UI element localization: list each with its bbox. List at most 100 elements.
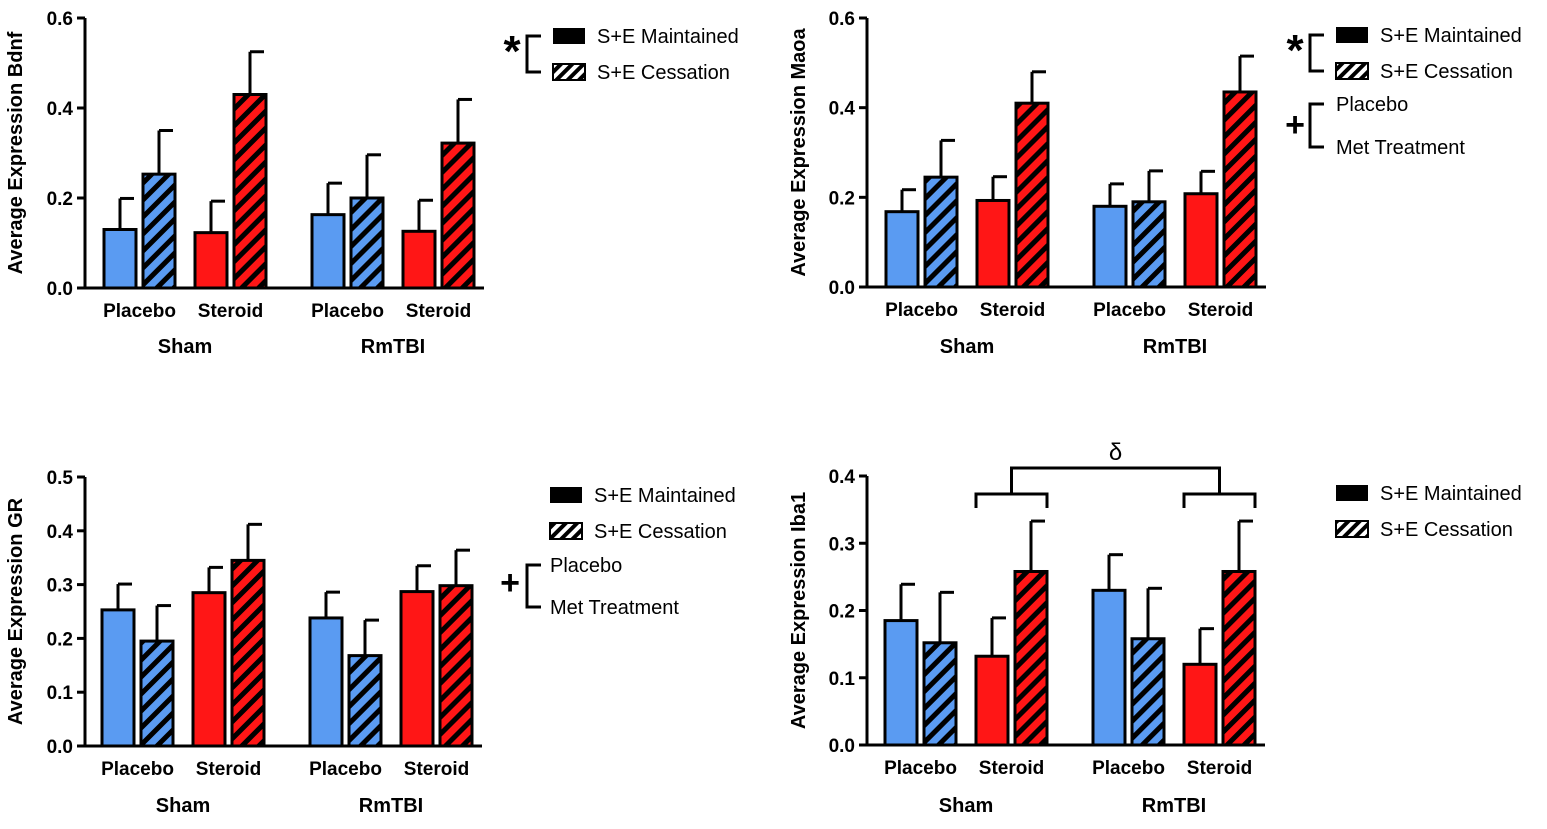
bar-maintained-steroid-sham bbox=[975, 198, 1011, 289]
y-axis-label: Average Expression Maoa bbox=[788, 28, 810, 277]
legend-label: S+E Cessation bbox=[1380, 519, 1513, 541]
group-label: RmTBI bbox=[359, 795, 423, 817]
legend-label: S+E Maintained bbox=[1380, 25, 1522, 47]
bar-maintained-placebo-rmtbi bbox=[1091, 588, 1127, 747]
x-tick-label: Placebo bbox=[1093, 300, 1166, 321]
group-label: RmTBI bbox=[361, 336, 425, 358]
x-tick-label: Placebo bbox=[1092, 758, 1165, 779]
bar-cessation-placebo-rmtbi bbox=[1131, 200, 1167, 289]
bar-maintained-steroid-sham bbox=[974, 654, 1010, 747]
x-tick-label: Placebo bbox=[885, 300, 958, 321]
y-tick-label: 0.0 bbox=[829, 278, 855, 299]
legend-label: Met Treatment bbox=[550, 597, 679, 619]
bar-cessation-steroid-rmtbi bbox=[1221, 569, 1257, 747]
bar-maintained-placebo-rmtbi bbox=[1092, 204, 1128, 289]
bar-cessation-steroid-sham bbox=[1013, 569, 1049, 747]
y-axis-label: Average Expression Bdnf bbox=[5, 31, 27, 274]
legend-bracket bbox=[1308, 33, 1324, 73]
group-label: Sham bbox=[158, 336, 212, 358]
legend-label: Placebo bbox=[550, 555, 622, 577]
bar-cessation-placebo-sham bbox=[923, 175, 959, 289]
group-label: Sham bbox=[939, 795, 993, 817]
bar-cessation-steroid-sham bbox=[232, 93, 268, 290]
bar-cessation-placebo-rmtbi bbox=[1130, 637, 1166, 747]
bar-maintained-placebo-sham bbox=[100, 608, 136, 748]
legend-swatch-solid bbox=[1336, 485, 1368, 501]
y-tick-label: 0.2 bbox=[829, 188, 855, 209]
x-tick-label: Steroid bbox=[980, 300, 1045, 321]
y-tick-label: 0.5 bbox=[47, 468, 74, 489]
legend-label: S+E Maintained bbox=[1380, 483, 1522, 505]
bar-cessation-steroid-rmtbi bbox=[440, 141, 476, 290]
y-axis-label: Average Expression GR bbox=[5, 497, 27, 725]
bar-maintained-placebo-sham bbox=[884, 210, 920, 289]
significance-symbol: * bbox=[503, 27, 521, 76]
y-tick-label: 0.6 bbox=[829, 9, 855, 30]
x-tick-label: Steroid bbox=[198, 301, 263, 322]
bar-cessation-placebo-rmtbi bbox=[349, 196, 385, 290]
bar-cessation-placebo-sham bbox=[139, 639, 175, 748]
legend-bracket bbox=[1308, 102, 1324, 149]
significance-symbol: * bbox=[1286, 26, 1304, 75]
legend-bracket bbox=[525, 34, 541, 74]
y-tick-label: 0.4 bbox=[47, 522, 74, 543]
bar-maintained-placebo-rmtbi bbox=[310, 213, 346, 290]
bar-maintained-steroid-rmtbi bbox=[1183, 192, 1219, 289]
legend-label: S+E Maintained bbox=[594, 485, 736, 507]
y-tick-label: 0.2 bbox=[47, 189, 73, 210]
chart-panel-maoa: 0.0 0.2 0.4 0.6 Average Expression Maoa Place… bbox=[788, 9, 1522, 358]
y-tick-label: 0.2 bbox=[47, 629, 73, 650]
legend-swatch-solid bbox=[553, 28, 585, 44]
bar-maintained-placebo-rmtbi bbox=[308, 616, 344, 748]
comparison-bracket-left bbox=[974, 492, 1049, 508]
chart-panel-iba1: 0.0 0.1 0.2 0.3 0.4 Average Expression Iba1 Pl… bbox=[788, 439, 1522, 817]
bar-cessation-steroid-sham bbox=[1014, 101, 1050, 289]
chart-panel-bdnf: 0.0 0.2 0.4 0.6 Average Expression Bdnf Place… bbox=[5, 9, 739, 358]
bar-maintained-steroid-rmtbi bbox=[399, 590, 435, 748]
legend-swatch-solid bbox=[1336, 27, 1368, 43]
legend-swatch-hatched bbox=[552, 63, 586, 81]
x-tick-label: Placebo bbox=[311, 301, 384, 322]
chart-panel-gr: 0.0 0.1 0.2 0.3 0.4 0.5 Average Expression GR P… bbox=[5, 468, 736, 817]
comparison-bracket-right bbox=[1182, 492, 1257, 508]
y-tick-label: 0.3 bbox=[47, 576, 73, 597]
y-tick-label: 0.4 bbox=[47, 99, 74, 120]
bar-maintained-placebo-sham bbox=[102, 228, 138, 290]
legend-label: S+E Cessation bbox=[597, 62, 730, 84]
x-tick-label: Steroid bbox=[404, 759, 469, 780]
legend-swatch-hatched bbox=[1335, 520, 1369, 538]
y-tick-label: 0.0 bbox=[829, 736, 855, 757]
group-label: Sham bbox=[156, 795, 210, 817]
y-tick-label: 0.6 bbox=[47, 9, 73, 30]
x-tick-label: Placebo bbox=[101, 759, 174, 780]
bar-cessation-placebo-sham bbox=[922, 641, 958, 747]
legend-bracket bbox=[525, 563, 541, 609]
bar-cessation-placebo-rmtbi bbox=[347, 654, 383, 748]
x-tick-label: Steroid bbox=[1187, 758, 1252, 779]
bar-cessation-steroid-sham bbox=[230, 558, 266, 748]
group-label: RmTBI bbox=[1143, 336, 1207, 358]
legend-label: Met Treatment bbox=[1336, 137, 1465, 159]
legend-label: S+E Maintained bbox=[597, 26, 739, 48]
bar-cessation-placebo-sham bbox=[141, 172, 177, 290]
bar-maintained-steroid-sham bbox=[193, 231, 229, 290]
bar-maintained-steroid-rmtbi bbox=[401, 229, 437, 290]
y-tick-label: 0.4 bbox=[829, 99, 856, 120]
x-tick-label: Placebo bbox=[309, 759, 382, 780]
bar-maintained-steroid-rmtbi bbox=[1182, 662, 1218, 747]
x-tick-label: Placebo bbox=[103, 301, 176, 322]
x-tick-label: Steroid bbox=[979, 758, 1044, 779]
y-tick-label: 0.0 bbox=[47, 279, 73, 300]
x-tick-label: Placebo bbox=[884, 758, 957, 779]
bar-maintained-placebo-sham bbox=[883, 619, 919, 747]
legend-swatch-solid bbox=[550, 487, 582, 503]
y-tick-label: 0.1 bbox=[829, 669, 856, 690]
bar-maintained-steroid-sham bbox=[191, 591, 227, 748]
group-label: Sham bbox=[940, 336, 994, 358]
bar-cessation-steroid-rmtbi bbox=[438, 584, 474, 748]
y-tick-label: 0.3 bbox=[829, 534, 855, 555]
y-tick-label: 0.4 bbox=[829, 467, 856, 488]
y-axis-label: Average Expression Iba1 bbox=[788, 492, 810, 729]
legend-swatch-hatched bbox=[549, 522, 583, 540]
